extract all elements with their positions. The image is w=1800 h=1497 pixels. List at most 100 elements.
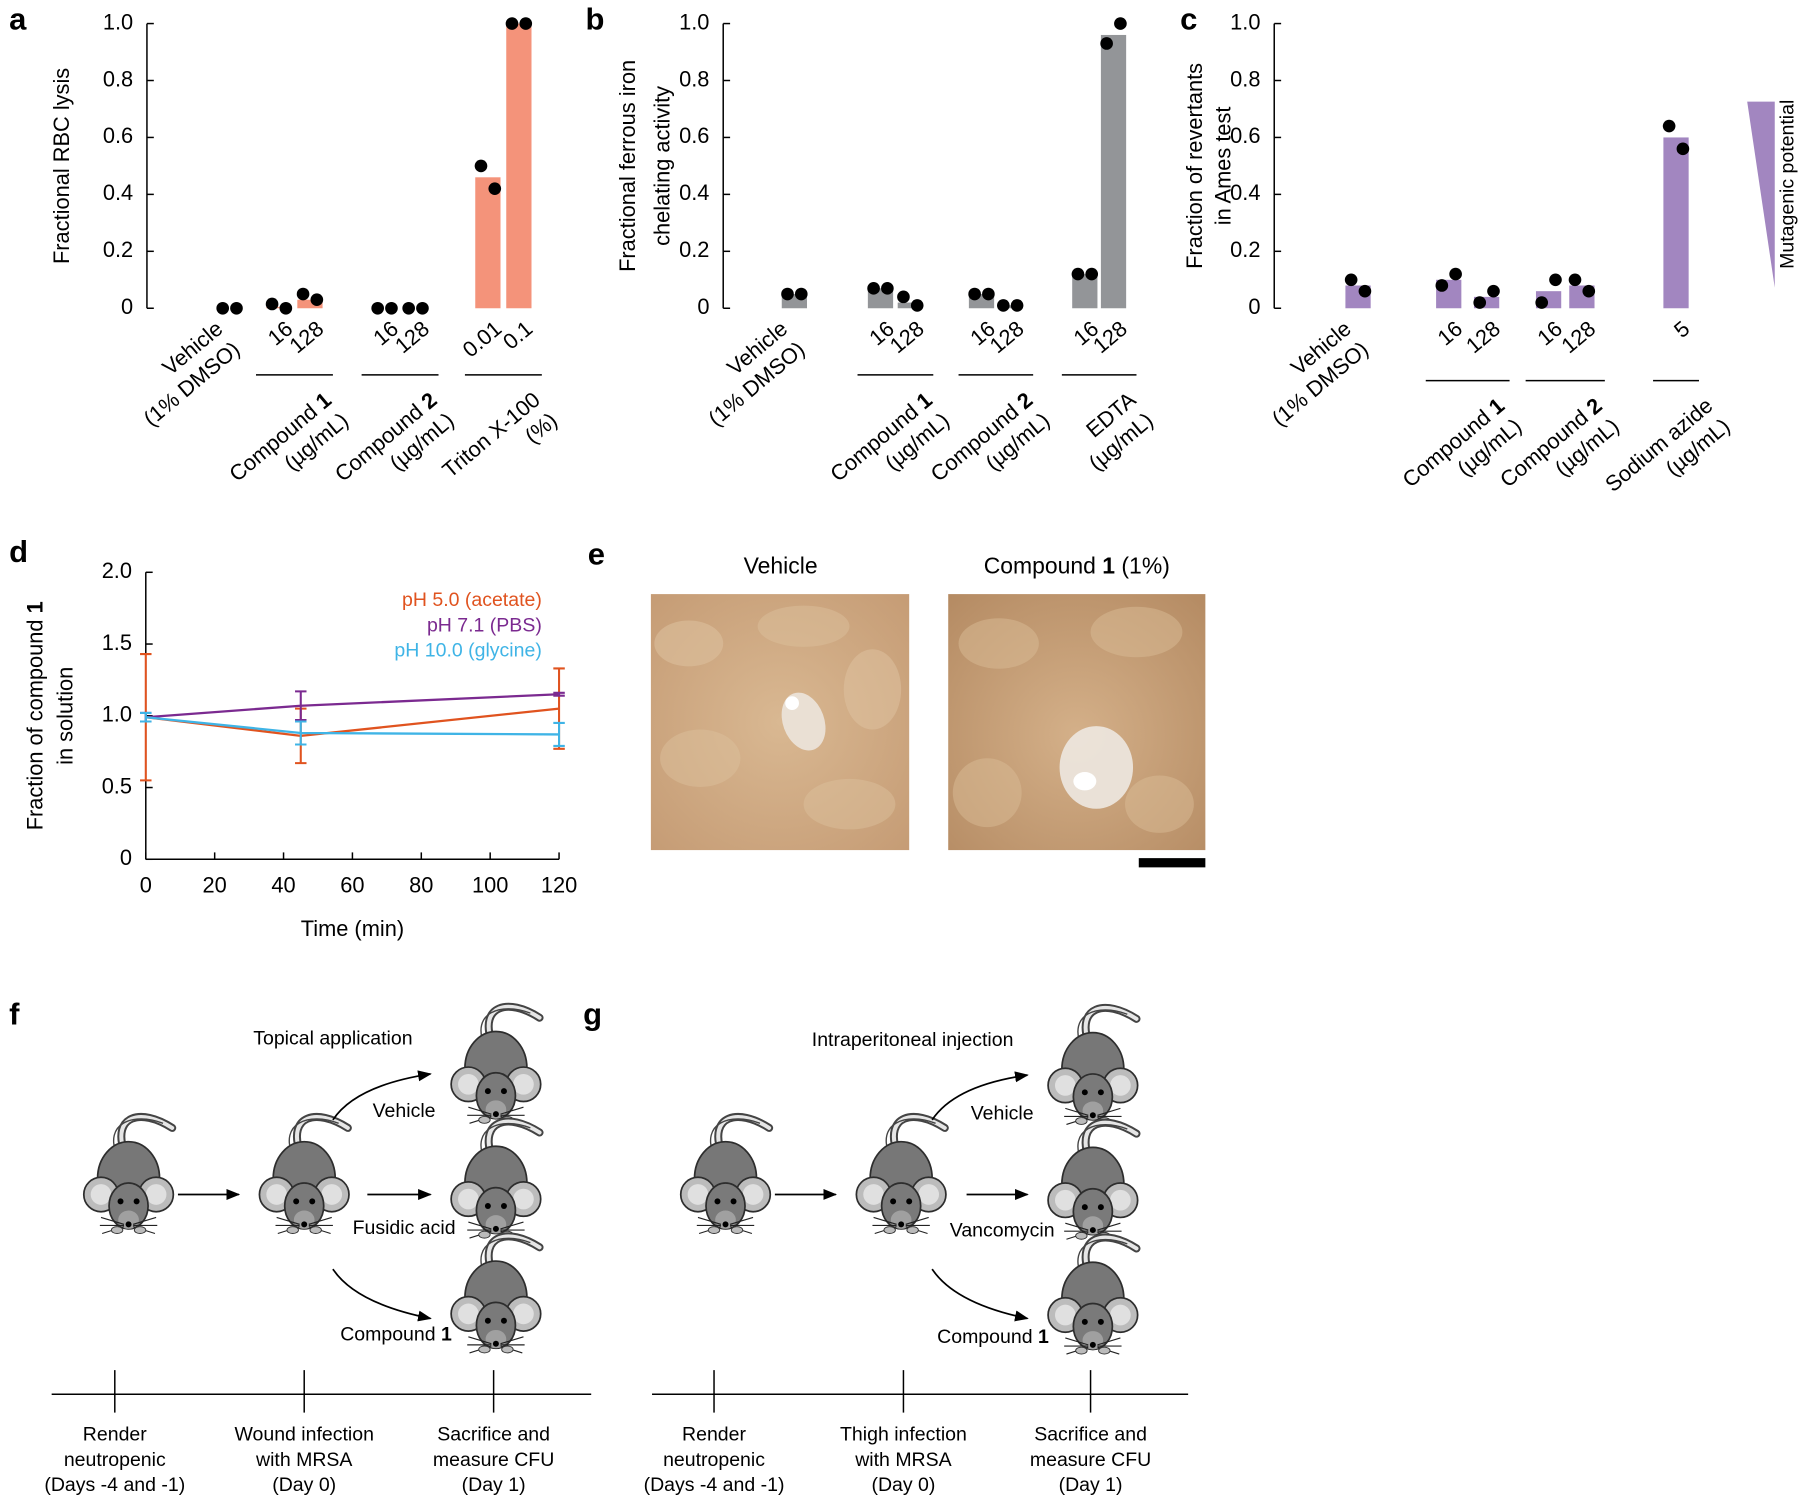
- x-tick-label: 0.01: [458, 316, 507, 362]
- y-tick-label: 0.4: [679, 180, 709, 205]
- data-point: [279, 301, 293, 315]
- x-tick-label: 120: [541, 873, 577, 898]
- data-point: [1010, 299, 1024, 312]
- treatment-label: Vancomycin: [950, 1219, 1055, 1241]
- y-axis-label: Fraction of compound 1: [23, 601, 48, 830]
- y-tick-label: 0.8: [679, 66, 709, 91]
- y-tick-label: 0: [1248, 294, 1260, 319]
- error-bar: [553, 721, 565, 747]
- x-tick-label: 40: [271, 873, 295, 898]
- route-label: Intraperitoneal injection: [812, 1029, 1014, 1051]
- micrograph: [948, 594, 1206, 851]
- data-point: [371, 301, 384, 315]
- data-point: [416, 301, 429, 315]
- mouse-icon: [84, 1007, 541, 1353]
- timeline-label: (Day 1): [1059, 1474, 1123, 1496]
- timeline: [652, 1370, 1189, 1413]
- y-axis-label: chelating activity: [649, 86, 674, 246]
- timeline-label: Render: [682, 1424, 746, 1446]
- arrow: [177, 1070, 432, 1322]
- route-label: Topical application: [253, 1028, 412, 1050]
- x-tick-label: 0: [140, 873, 152, 898]
- legend-label: pH 5.0 (acetate): [402, 589, 542, 611]
- y-tick-label: 1.0: [103, 9, 133, 34]
- timeline-label: measure CFU: [1030, 1449, 1151, 1471]
- bar: [266, 306, 292, 309]
- data-point: [474, 159, 488, 173]
- timeline-label: Thigh infection: [840, 1424, 967, 1446]
- panel-letter: a: [9, 1, 27, 36]
- treatment-label: Vehicle: [373, 1100, 436, 1122]
- data-point: [968, 287, 981, 301]
- data-point: [781, 287, 794, 301]
- timeline-label: Render: [83, 1424, 147, 1446]
- mouse-icon: [681, 1008, 1138, 1354]
- data-point: [1071, 267, 1085, 281]
- data-point: [519, 17, 533, 30]
- x-tick-label: 128: [284, 316, 328, 359]
- y-tick-label: 0.6: [103, 123, 133, 148]
- y-tick-label: 1.0: [102, 702, 132, 727]
- data-point: [794, 287, 808, 301]
- timeline-label: with MRSA: [255, 1449, 352, 1471]
- timeline-label: measure CFU: [433, 1449, 554, 1471]
- x-tick-label: 128: [985, 316, 1029, 359]
- data-point: [897, 290, 910, 304]
- data-point: [402, 301, 415, 315]
- y-tick-label: 1.5: [102, 630, 132, 655]
- y-tick-label: 0.5: [102, 773, 132, 798]
- timeline-label: Wound infection: [234, 1424, 373, 1446]
- timeline-label: neutropenic: [64, 1449, 166, 1471]
- data-point: [910, 299, 924, 312]
- y-tick-label: 0.6: [679, 123, 709, 148]
- y-tick-label: 0.8: [1230, 66, 1260, 91]
- y-axis-label: Fraction of revertants: [1182, 63, 1207, 269]
- data-point: [488, 182, 502, 195]
- x-tick-label: 5: [1669, 316, 1694, 343]
- bar: [297, 299, 323, 309]
- panel-letter: e: [588, 536, 605, 571]
- bar: [475, 177, 501, 309]
- data-point: [1535, 296, 1549, 309]
- legend-label: pH 10.0 (glycine): [394, 640, 541, 662]
- data-point: [1662, 119, 1676, 133]
- data-point: [310, 293, 324, 307]
- x-tick-label: 16: [1432, 316, 1467, 351]
- y-axis-label: in Ames test: [1211, 107, 1236, 226]
- data-point: [1358, 284, 1372, 298]
- bar: [897, 302, 923, 309]
- data-point: [216, 301, 230, 315]
- timeline-label: with MRSA: [854, 1449, 951, 1471]
- timeline: [51, 1370, 592, 1413]
- y-tick-label: 1.0: [1230, 9, 1260, 34]
- data-point: [1473, 296, 1487, 309]
- x-tick-label: 60: [340, 873, 364, 898]
- x-axis-label: Time (min): [301, 916, 404, 941]
- annotation: Mutagenic potential: [1777, 100, 1799, 269]
- timeline-label: Sacrifice and: [1034, 1424, 1147, 1446]
- y-tick-label: 2.0: [102, 558, 132, 583]
- panel-letter: c: [1180, 1, 1197, 36]
- timeline-label: (Day 0): [871, 1474, 935, 1496]
- x-tick-label: 128: [885, 316, 929, 359]
- timeline-label: Sacrifice and: [437, 1424, 550, 1446]
- image-title: Compound 1 (1%): [984, 553, 1170, 579]
- treatment-label: Fusidic acid: [353, 1217, 456, 1239]
- data-point: [385, 301, 398, 315]
- y-axis-label: in solution: [52, 667, 77, 765]
- y-tick-label: 0.2: [103, 237, 133, 262]
- y-tick-label: 1.0: [679, 9, 709, 34]
- arrow: [774, 1071, 1029, 1322]
- timeline-label: neutropenic: [663, 1449, 765, 1471]
- error-bar: [553, 691, 565, 697]
- x-tick-label: 100: [472, 873, 508, 898]
- data-point: [1100, 37, 1113, 50]
- data-point: [1449, 267, 1462, 281]
- data-point: [505, 17, 519, 30]
- x-tick-label: 128: [1556, 316, 1600, 359]
- x-tick-label: 128: [1088, 316, 1132, 359]
- data-point: [296, 287, 310, 301]
- data-point: [1114, 17, 1127, 30]
- bar: [997, 305, 1023, 309]
